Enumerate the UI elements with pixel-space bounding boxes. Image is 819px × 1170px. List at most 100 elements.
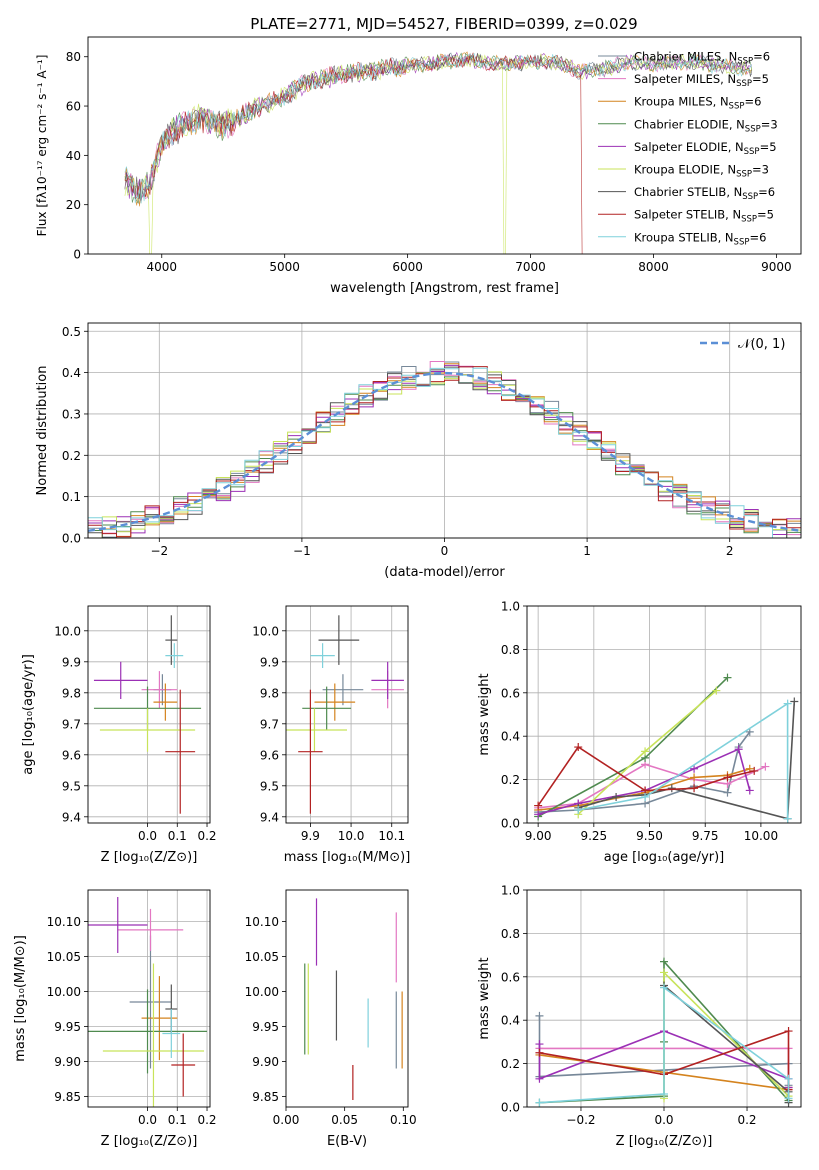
mass_vs_Z-plot-area [88, 897, 208, 1107]
y-tick-label: 9.85 [54, 1090, 81, 1104]
legend-label: Salpeter MILES, NSSP=5 [634, 72, 769, 89]
spectrum-series-6 [124, 52, 753, 200]
y-tick-label: 0.4 [501, 730, 520, 744]
weight_vs_age-ylabel: mass weight [477, 673, 492, 755]
x-tick-label: 0.2 [737, 1113, 756, 1127]
x-tick-label: 0.00 [273, 1113, 300, 1127]
residuals-panel: −2 −1 0 1 2 0.0 0.1 0.2 0.3 0.4 0.5 (data-model)/er… [35, 322, 802, 580]
weight_vs_age-series-4 [537, 748, 751, 816]
x-tick-label: 9.75 [692, 829, 719, 843]
y-tick-label: 9.6 [260, 748, 279, 762]
weight_vs_age-marker [612, 792, 621, 801]
mass_vs_ebv-frame [285, 889, 409, 1108]
gaussian-curve [88, 371, 801, 532]
age_vs_mass-plot-area [286, 615, 404, 814]
y-tick-label: 0.4 [62, 366, 81, 380]
y-tick-label: 10.00 [245, 985, 279, 999]
spectrum-series-3 [124, 52, 753, 205]
legend-label: Kroupa STELIB, NSSP=6 [634, 230, 766, 247]
spectrum-plot-area [124, 51, 753, 254]
x-tick-label: 1 [583, 544, 591, 558]
y-tick-label: 9.8 [62, 686, 81, 700]
weight_vs_Z-marker [535, 1011, 544, 1020]
x-tick-label: 9.25 [580, 829, 607, 843]
y-tick-label: 9.90 [54, 1055, 81, 1069]
y-tick-label: 0.8 [501, 643, 520, 657]
weight_vs_age-marker [723, 773, 732, 782]
mass_vs_Z-panel: 0.0 0.1 0.2 9.85 9.90 9.95 10.00 10.05 10.10 Z [l… [13, 889, 217, 1149]
x-tick-label: 0.0 [138, 1113, 157, 1127]
weight_vs_Z-marker [535, 1074, 544, 1083]
y-tick-label: 0.4 [501, 1014, 520, 1028]
x-tick-label: −0.2 [566, 1113, 595, 1127]
x-tick-label: 0.10 [390, 1113, 417, 1127]
age_vs_Z-panel: 0.0 0.1 0.2 9.4 9.5 9.6 9.7 9.8 9.9 10.0 Z [log₁₀(… [21, 605, 217, 865]
mass_vs_Z-xlabel: Z [log₁₀(Z/Z⊙)] [101, 1134, 198, 1149]
x-tick-label: 0.2 [197, 829, 216, 843]
weight_vs_age-marker [667, 784, 676, 793]
y-tick-label: 10.00 [47, 985, 81, 999]
spectrum-frame [87, 36, 802, 255]
y-tick-label: 9.85 [252, 1090, 279, 1104]
mass_vs_ebv-panel: 0.00 0.05 0.10 9.85 9.90 9.95 10.00 10.05 10.10 E… [245, 889, 417, 1149]
x-tick-label: 0.0 [654, 1113, 673, 1127]
weight_vs_age-marker [783, 699, 792, 708]
weight_vs_Z-marker [535, 1040, 544, 1049]
mass_vs_Z-ylabel: mass [log₁₀(M/M⊙)] [13, 935, 28, 1062]
residual-hist-8 [88, 367, 801, 538]
legend-gauss-label: 𝒩(0, 1) [738, 337, 785, 352]
weight_vs_Z-panel: −0.2 0.0 0.2 0.0 0.2 0.4 0.6 0.8 1.0 Z [log₁₀(Z/Z… [477, 884, 802, 1149]
x-tick-label: 0.1 [168, 829, 187, 843]
legend-label: Salpeter ELODIE, NSSP=5 [634, 140, 777, 157]
y-tick-label: 9.5 [260, 779, 279, 793]
age_vs_Z-xlabel: Z [log₁₀(Z/Z⊙)] [101, 850, 198, 865]
y-tick-label: 9.4 [260, 810, 279, 824]
y-tick-label: 1.0 [501, 600, 520, 614]
x-tick-label: 10.1 [378, 829, 405, 843]
spectrum-xlabel: wavelength [Angstrom, rest frame] [330, 281, 559, 296]
y-tick-label: 9.90 [252, 1055, 279, 1069]
legend-label: Chabrier MILES, NSSP=6 [634, 50, 770, 67]
y-tick-label: 10.0 [252, 624, 279, 638]
weight_vs_age-marker [641, 747, 650, 756]
y-tick-label: 0.2 [501, 773, 520, 787]
weight_vs_age-xlabel: age [log₁₀(age/yr)] [604, 850, 725, 865]
weight_vs_age-marker [690, 764, 699, 773]
y-tick-label: 10.05 [245, 950, 279, 964]
weight_vs_age-marker [745, 786, 754, 795]
weight_vs_Z-marker [784, 1027, 793, 1036]
weight_vs_Z-marker [535, 1048, 544, 1057]
weight_vs_Z-marker [535, 1098, 544, 1107]
weight_vs_Z-series-7 [539, 1029, 790, 1090]
mass_vs_ebv-plot-area [304, 898, 403, 1100]
y-tick-label: 9.9 [260, 655, 279, 669]
weight_vs_age-marker [734, 745, 743, 754]
age_vs_mass-panel: 9.9 10.0 10.1 9.4 9.5 9.6 9.7 9.8 9.9 10.0 mass [l… [252, 605, 410, 865]
x-tick-label: 7000 [515, 260, 546, 274]
y-tick-label: 10.05 [47, 950, 81, 964]
spectrum-series-0 [124, 52, 753, 200]
y-tick-label: 0.2 [501, 1057, 520, 1071]
x-tick-label: 9.00 [525, 829, 552, 843]
x-tick-label: 0.05 [331, 1113, 358, 1127]
x-tick-label: 0.1 [168, 1113, 187, 1127]
weight_vs_age-panel: 9.00 9.25 9.50 9.75 10.00 0.0 0.2 0.4 0.6 0.8 1.0 a… [477, 600, 802, 865]
weight_vs_age-series-8 [578, 702, 789, 819]
y-tick-label: 0.0 [62, 532, 81, 546]
residuals-xlabel: (data-model)/error [384, 565, 505, 580]
y-tick-label: 0.0 [501, 817, 520, 831]
spectrum-panel: 4000 5000 6000 7000 8000 9000 0 20 40 60 80 wavelen… [35, 36, 802, 296]
x-tick-label: 0 [441, 544, 449, 558]
y-tick-label: 9.6 [62, 748, 81, 762]
y-tick-label: 0 [73, 248, 81, 262]
x-tick-label: 6000 [392, 260, 423, 274]
weight_vs_age-marker [690, 784, 699, 793]
y-tick-label: 0.5 [62, 325, 81, 339]
weight_vs_Z-marker [784, 1094, 793, 1103]
weight_vs_age-marker [723, 673, 732, 682]
x-tick-label: 4000 [146, 260, 177, 274]
x-tick-label: 9.50 [636, 829, 663, 843]
y-tick-label: 80 [66, 50, 81, 64]
y-tick-label: 1.0 [501, 884, 520, 898]
